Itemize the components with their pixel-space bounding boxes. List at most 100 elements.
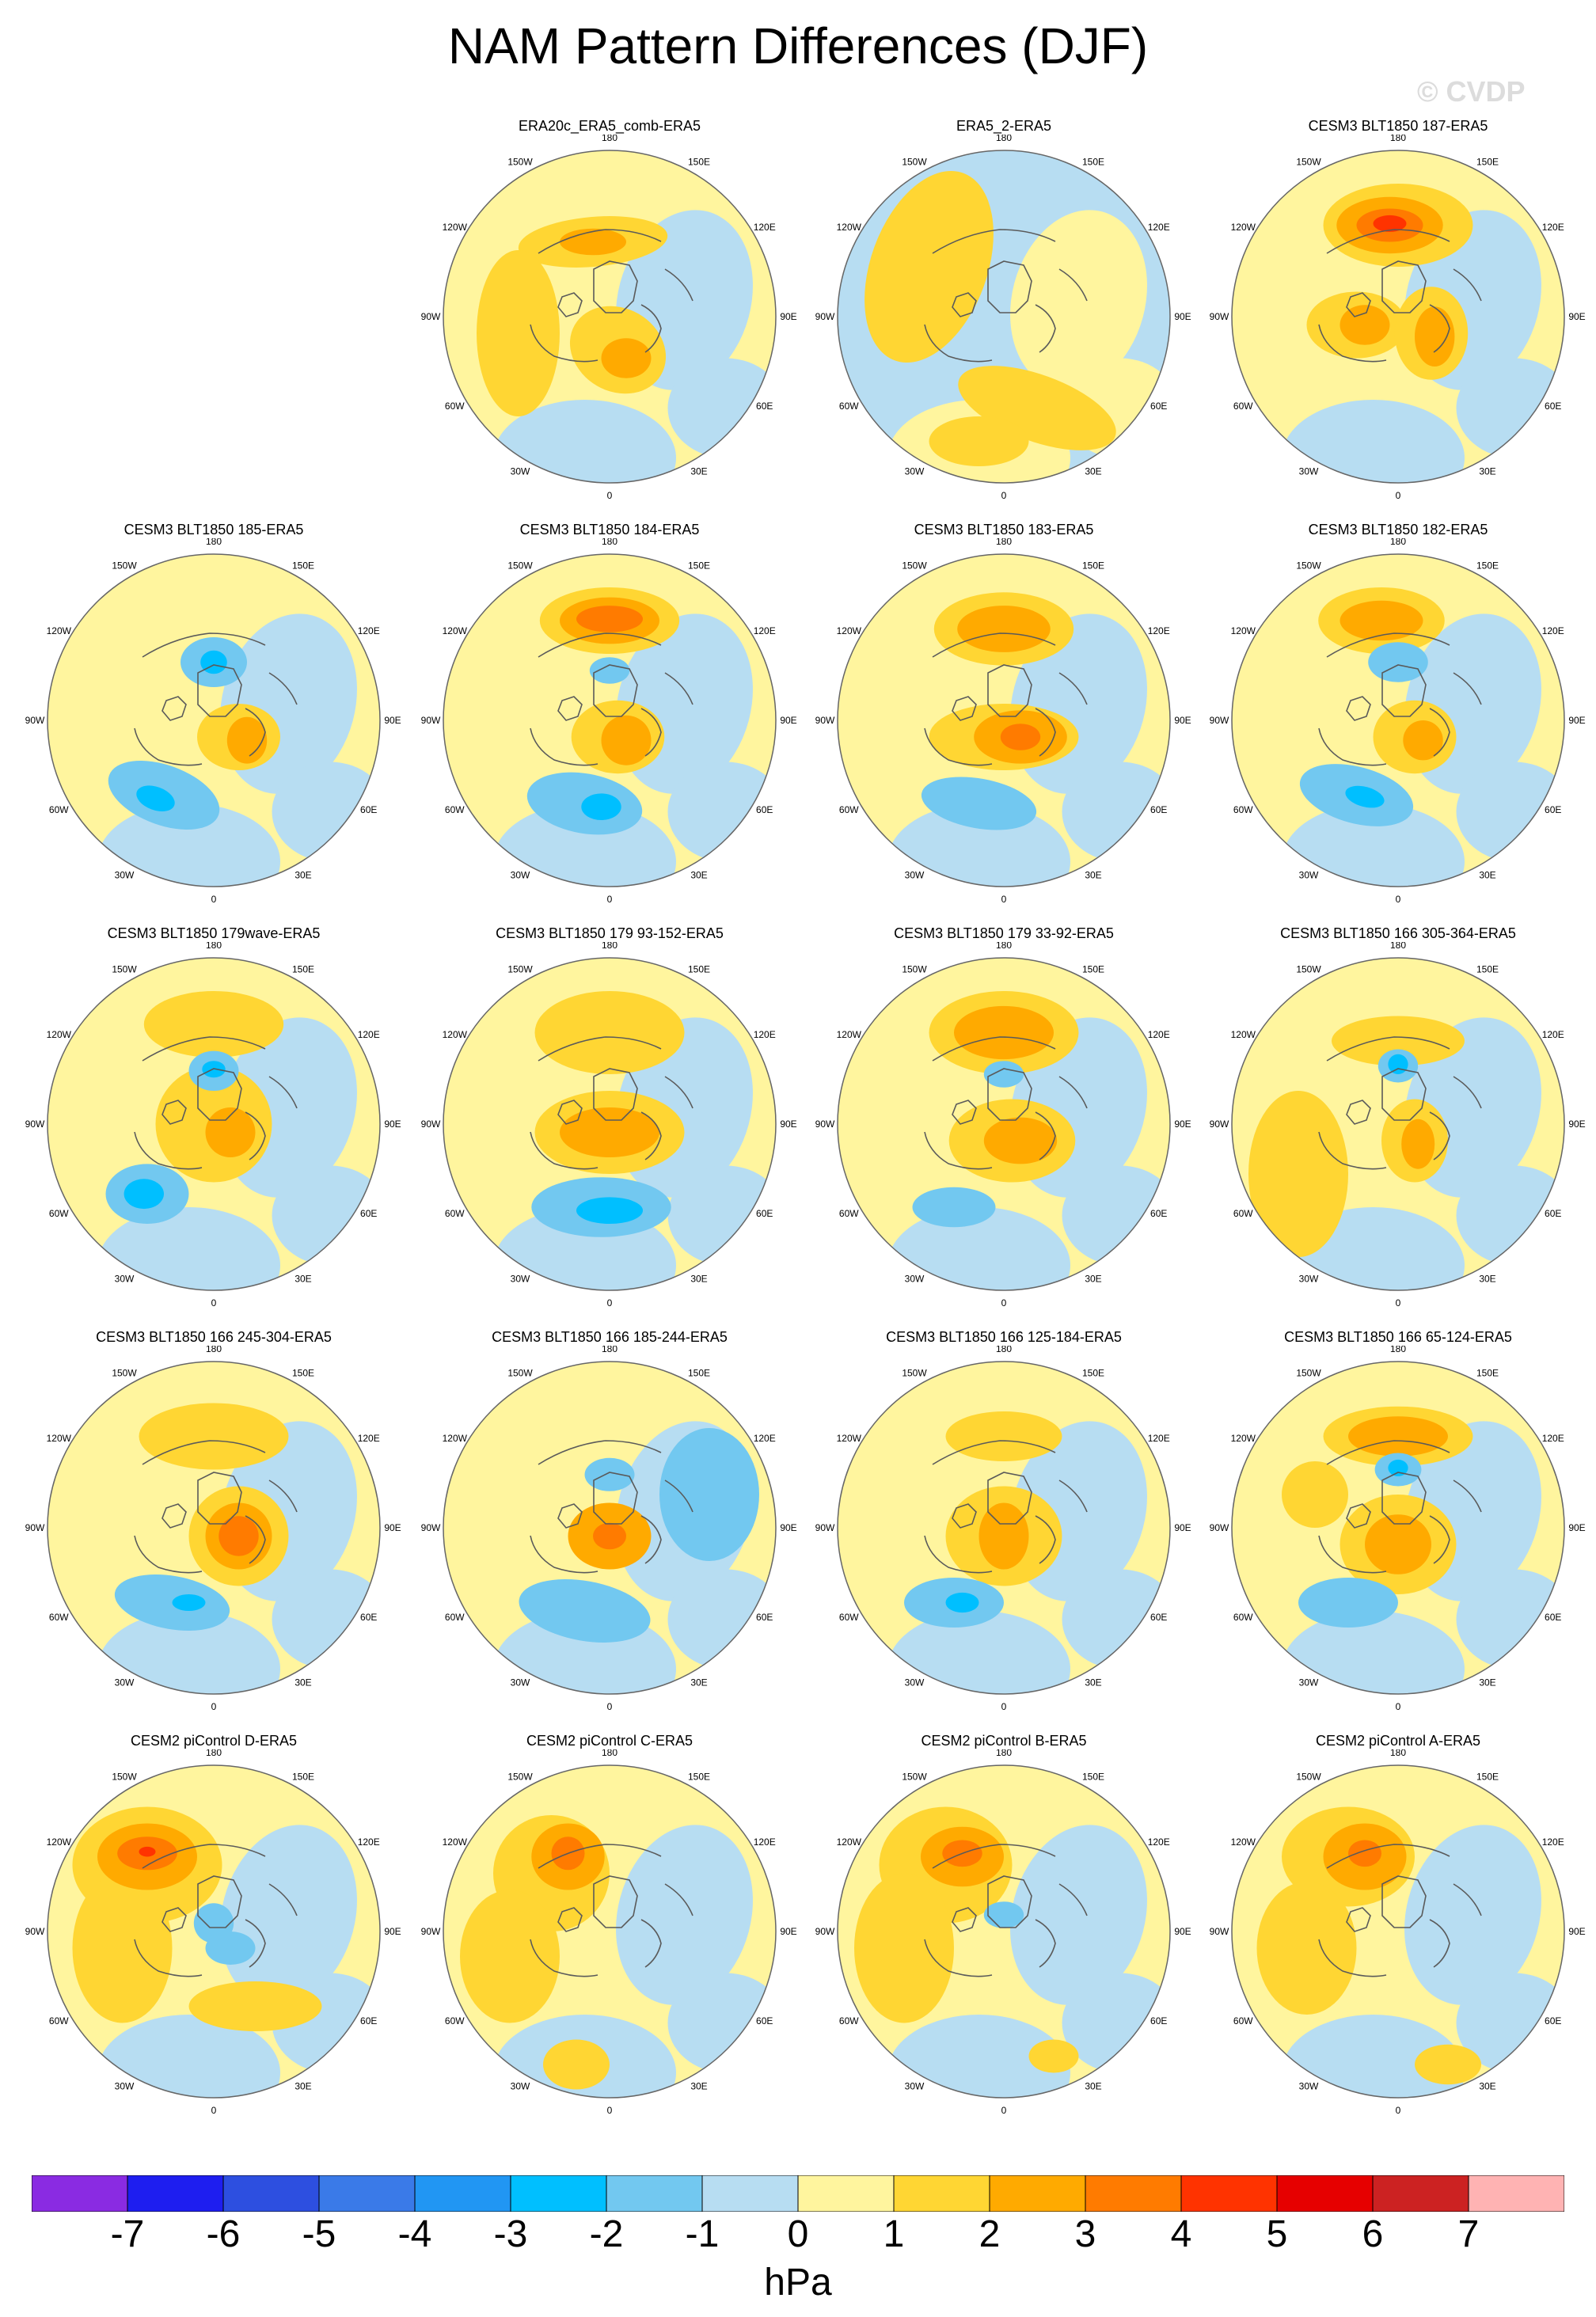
map-panel: CESM2 piControl A-ERA5 180 150E 120E 90E 60E 3…	[1200, 1732, 1596, 2114]
polar-map: 180 150E 120E 90E 60E 30E 0 30W 60W 90W 120W 150W	[1210, 942, 1586, 1306]
longitude-label: 180	[996, 538, 1012, 547]
longitude-label: 60E	[756, 1612, 773, 1623]
map-panel: CESM3 BLT1850 166 245-304-ERA5 180 150E 120…	[16, 1328, 412, 1710]
coastline	[952, 1503, 977, 1529]
coastline	[1318, 1131, 1387, 1170]
map-outline	[837, 957, 1171, 1291]
colorbar-tick-label: -3	[493, 2213, 528, 2255]
coastline	[1326, 632, 1450, 658]
longitude-label: 180	[206, 1346, 222, 1354]
longitude-label: 60E	[1545, 1612, 1561, 1623]
longitude-label: 90E	[1568, 1522, 1585, 1533]
coastline	[932, 1844, 1056, 1869]
coastline	[142, 1440, 266, 1465]
longitude-label: 90E	[384, 715, 401, 726]
polar-map: 180 150E 120E 90E 60E 30E 0 30W 60W 90W 120W 150W	[25, 942, 401, 1306]
coastline	[557, 1503, 583, 1529]
anomaly-contour	[1332, 1016, 1465, 1066]
colorbar-tick-label: -1	[685, 2213, 720, 2255]
longitude-label: 90E	[780, 1119, 796, 1130]
coastline	[162, 696, 187, 721]
longitude-label: 30W	[115, 2081, 135, 2092]
longitude-label: 180	[1390, 538, 1406, 547]
colorbar-tick-label: 5	[1266, 2213, 1288, 2255]
longitude-label: 30W	[115, 1274, 135, 1285]
panel-title: CESM3 BLT1850 187-ERA5	[1308, 118, 1488, 134]
longitude-label: 150E	[1476, 963, 1499, 974]
map-outline	[47, 1361, 381, 1695]
longitude-label: 90W	[1210, 715, 1229, 726]
longitude-label: 90E	[384, 1926, 401, 1937]
anomaly-contour	[854, 1873, 954, 2023]
longitude-label: 90W	[421, 311, 441, 322]
anomaly-contour	[983, 1117, 1058, 1164]
anomaly-contour	[1348, 1840, 1381, 1867]
longitude-label: 30W	[905, 1274, 925, 1285]
longitude-label: 150E	[688, 963, 710, 974]
coastline	[932, 229, 1056, 254]
longitude-label: 90E	[1174, 1522, 1191, 1533]
anomaly-contour	[1403, 720, 1443, 761]
map-outline	[837, 1764, 1171, 2099]
coastline	[1381, 1068, 1427, 1121]
longitude-label: 150E	[292, 1771, 314, 1782]
longitude-label: 90E	[1174, 1119, 1191, 1130]
longitude-label: 120E	[1148, 625, 1170, 636]
anomaly-contour	[72, 1873, 173, 2023]
longitude-label: 180	[996, 135, 1012, 143]
map-panel: CESM3 BLT1850 166 125-184-ERA5 180 150E 120…	[806, 1328, 1202, 1710]
longitude-label: 60W	[839, 1612, 859, 1623]
anomaly-contour	[560, 228, 626, 256]
anomaly-contour	[1340, 600, 1423, 641]
anomaly-contour	[589, 657, 630, 684]
anomaly-contour	[983, 1061, 1024, 1088]
longitude-label: 30E	[1479, 1274, 1495, 1285]
longitude-label: 90W	[25, 1926, 45, 1937]
coastline	[640, 304, 662, 353]
longitude-label: 150W	[507, 963, 533, 974]
longitude-label: 30W	[115, 870, 135, 881]
longitude-label: 150W	[112, 560, 137, 571]
longitude-label: 30W	[511, 1677, 530, 1688]
coastline	[640, 1515, 662, 1564]
anomaly-contour	[921, 777, 1037, 830]
anomaly-contour	[477, 250, 560, 416]
longitude-label: 90W	[815, 311, 835, 322]
longitude-label: 90W	[421, 1522, 441, 1533]
longitude-label: 60W	[445, 804, 465, 815]
colorbar-tick-label: -5	[302, 2213, 336, 2255]
longitude-label: 150E	[1082, 1367, 1104, 1378]
panel-title: ERA20c_ERA5_comb-ERA5	[518, 118, 701, 134]
longitude-label: 180	[1390, 135, 1406, 143]
longitude-label: 150W	[902, 1771, 927, 1782]
longitude-label: 30E	[690, 466, 707, 477]
longitude-label: 180	[1390, 1749, 1406, 1758]
longitude-label: 120E	[1148, 1029, 1170, 1040]
coastline	[530, 727, 598, 766]
coastline	[1326, 1844, 1450, 1869]
map-outline	[443, 957, 777, 1291]
colorbar-tick-label: 3	[1074, 2213, 1096, 2255]
longitude-label: 150E	[292, 963, 314, 974]
coastline	[640, 708, 662, 757]
longitude-label: 150W	[902, 560, 927, 571]
polar-map: 180 150E 120E 90E 60E 30E 0 30W 60W 90W 120W 150W	[421, 942, 797, 1306]
map-outline	[47, 553, 381, 887]
longitude-label: 30W	[1299, 1677, 1319, 1688]
longitude-label: 30E	[690, 2081, 707, 2092]
coastline	[530, 1939, 598, 1977]
longitude-label: 90E	[780, 1522, 796, 1533]
anomaly-contour	[193, 1903, 234, 1943]
longitude-label: 150W	[902, 1367, 927, 1378]
coastline	[987, 1472, 1032, 1525]
panel-title: CESM3 BLT1850 184-ERA5	[519, 522, 700, 537]
colorbar	[32, 2175, 1564, 2212]
longitude-label: 120E	[358, 1029, 380, 1040]
longitude-label: 150E	[292, 1367, 314, 1378]
colorbar-bin	[701, 2175, 799, 2212]
colorbar-bin	[510, 2175, 607, 2212]
anomaly-contour	[1373, 215, 1407, 232]
longitude-label: 30W	[511, 2081, 530, 2092]
longitude-label: 60E	[360, 1612, 377, 1623]
longitude-label: 30E	[690, 1274, 707, 1285]
